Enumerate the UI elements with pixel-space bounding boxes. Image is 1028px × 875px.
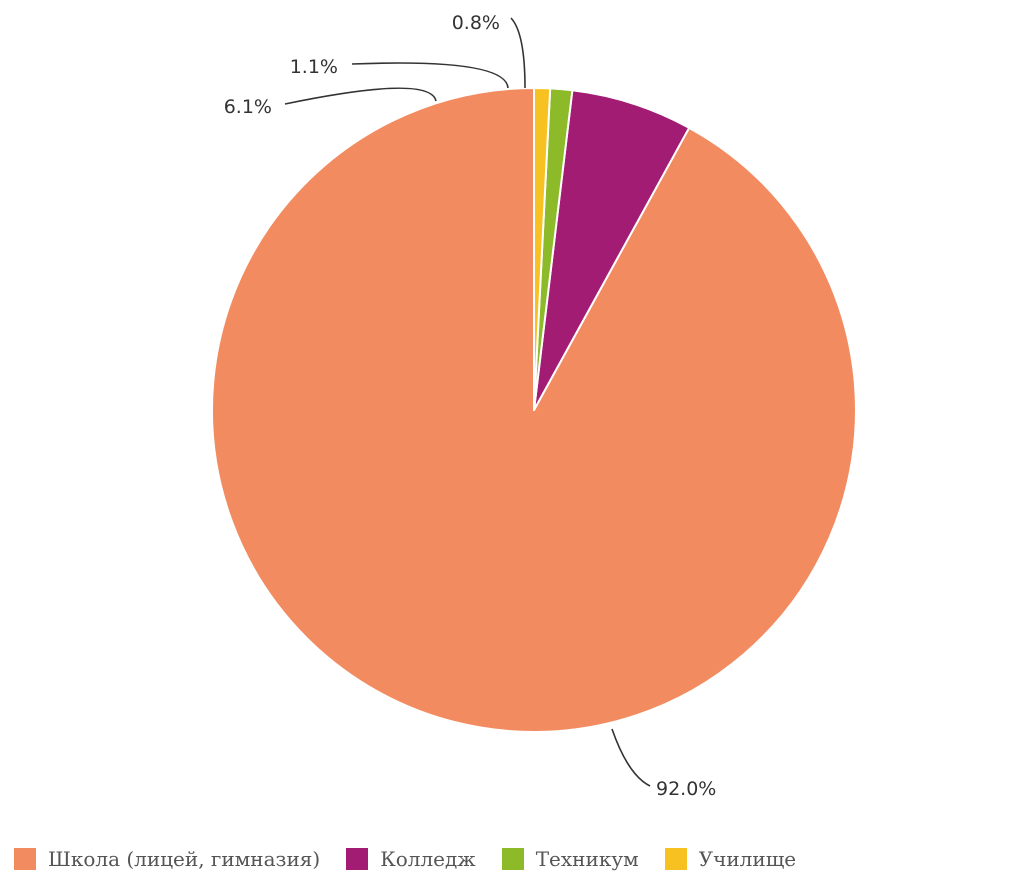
data-label-technical-school: 1.1%	[290, 56, 338, 78]
pie-slice-vocational-school[interactable]	[533, 87, 552, 411]
legend-item-school[interactable]: Школа (лицей, гимназия)	[14, 847, 320, 871]
chart-legend: Школа (лицей, гимназия) Колледж Техникум…	[14, 843, 796, 875]
legend-item-college[interactable]: Колледж	[346, 847, 476, 871]
legend-swatch-vocational-school	[664, 848, 687, 870]
legend-swatch-school	[14, 848, 36, 870]
legend-label-school: Школа (лицей, гимназия)	[48, 847, 321, 871]
legend-swatch-technical-school	[501, 848, 524, 870]
leader-line-school	[611, 728, 651, 787]
label-leader-lines	[284, 17, 651, 787]
data-labels: 92.0% 6.1% 1.1% 0.8%	[224, 12, 717, 800]
legend-label-vocational-school: Училище	[698, 847, 797, 871]
pie-slices	[210, 87, 857, 733]
legend-label-technical-school: Техникум	[535, 847, 639, 871]
data-label-vocational-school: 0.8%	[452, 12, 500, 34]
pie-slice-college[interactable]	[533, 89, 691, 411]
legend-item-technical-school[interactable]: Техникум	[501, 847, 639, 871]
legend-swatch-college	[346, 848, 369, 870]
data-label-school: 92.0%	[656, 778, 716, 800]
data-label-college: 6.1%	[224, 96, 272, 118]
leader-line-vocational-school	[510, 17, 526, 89]
leader-line-technical-school	[351, 62, 509, 89]
legend-item-vocational-school[interactable]: Училище	[664, 847, 797, 871]
legend-label-college: Колледж	[380, 847, 476, 871]
leader-line-college	[284, 87, 437, 105]
